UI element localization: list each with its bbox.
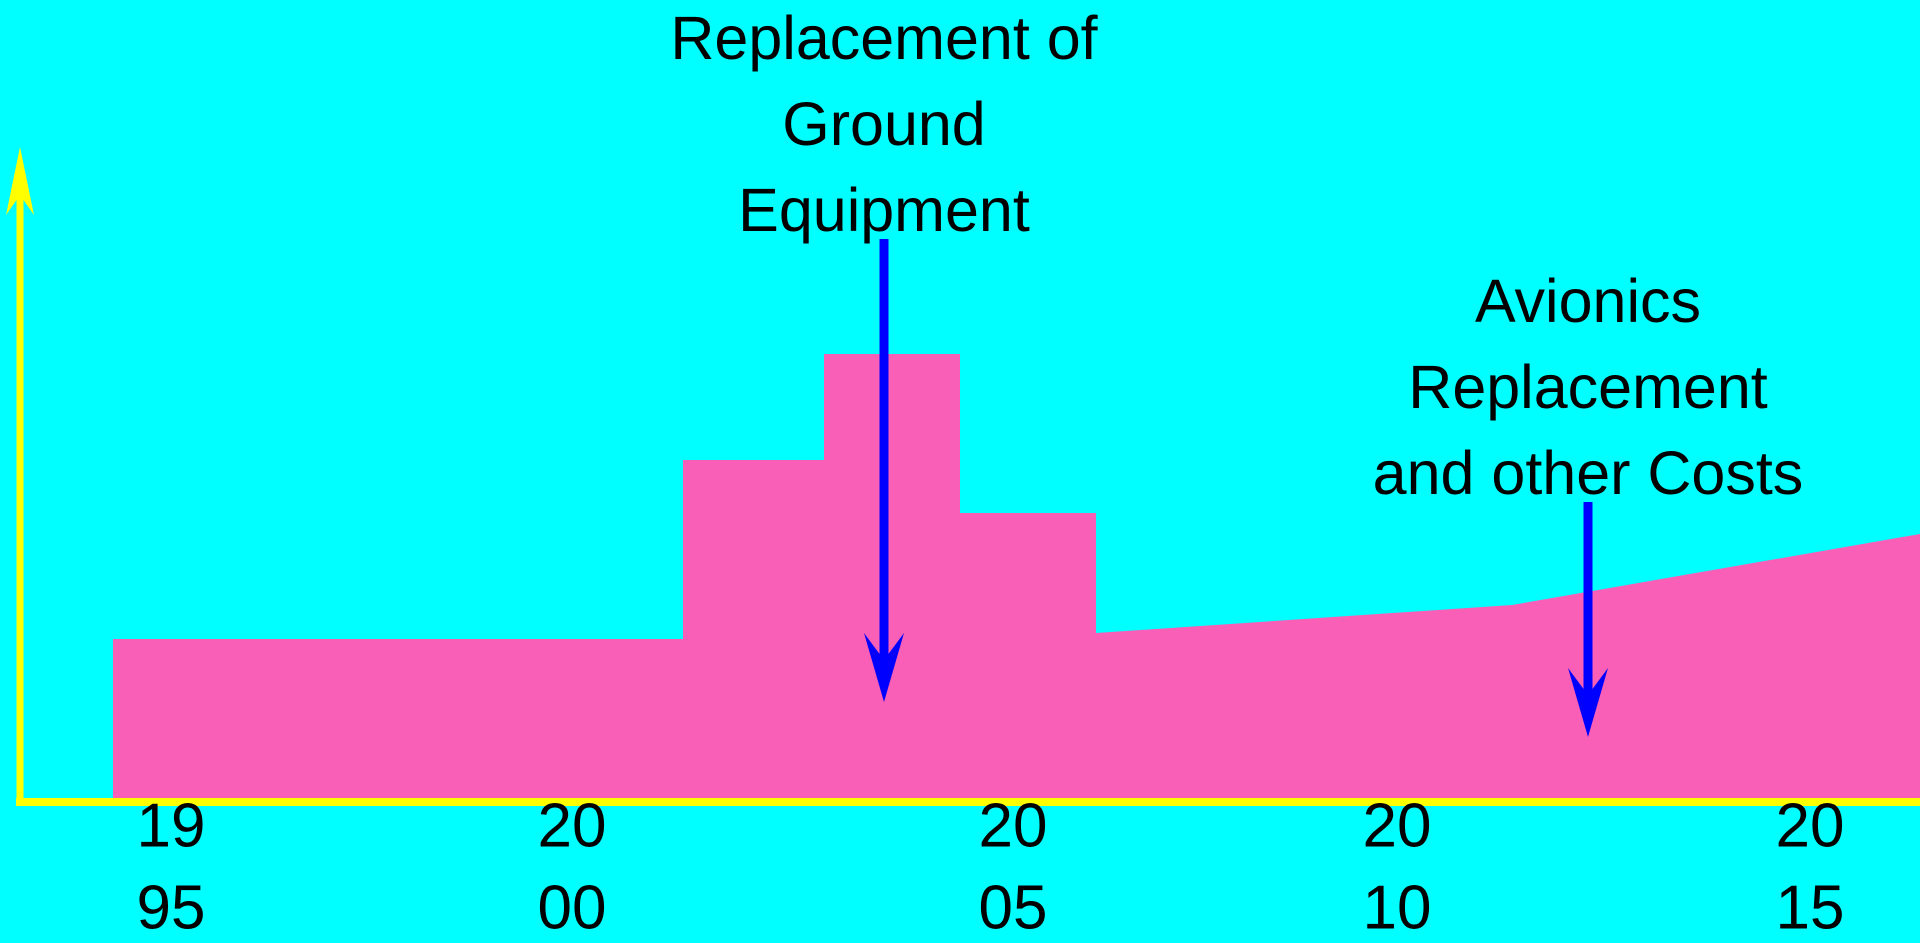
year-label: 10 bbox=[1363, 873, 1432, 942]
annotation-line: Equipment bbox=[738, 176, 1030, 244]
axes bbox=[6, 147, 1920, 806]
year-label: 20 bbox=[979, 791, 1048, 860]
annotation-line: Avionics bbox=[1475, 267, 1701, 335]
annotation-line: and other Costs bbox=[1373, 439, 1804, 507]
year-label: 19 bbox=[137, 791, 206, 860]
axis-arrowhead bbox=[6, 147, 34, 215]
annotation-line: Ground bbox=[782, 90, 985, 158]
year-label: 00 bbox=[538, 873, 607, 942]
pointer-arrows bbox=[864, 239, 1608, 737]
cost-profile bbox=[113, 354, 1920, 802]
year-label: 05 bbox=[979, 873, 1048, 942]
year-label: 20 bbox=[538, 791, 607, 860]
year-label: 15 bbox=[1776, 873, 1845, 942]
annotation-line: Replacement of bbox=[670, 4, 1098, 72]
year-label: 20 bbox=[1363, 791, 1432, 860]
annotation-line: Replacement bbox=[1408, 353, 1767, 421]
year-label: 20 bbox=[1776, 791, 1845, 860]
year-label: 95 bbox=[137, 873, 206, 942]
arrow-head bbox=[864, 633, 904, 702]
arrow-head bbox=[1568, 668, 1608, 737]
